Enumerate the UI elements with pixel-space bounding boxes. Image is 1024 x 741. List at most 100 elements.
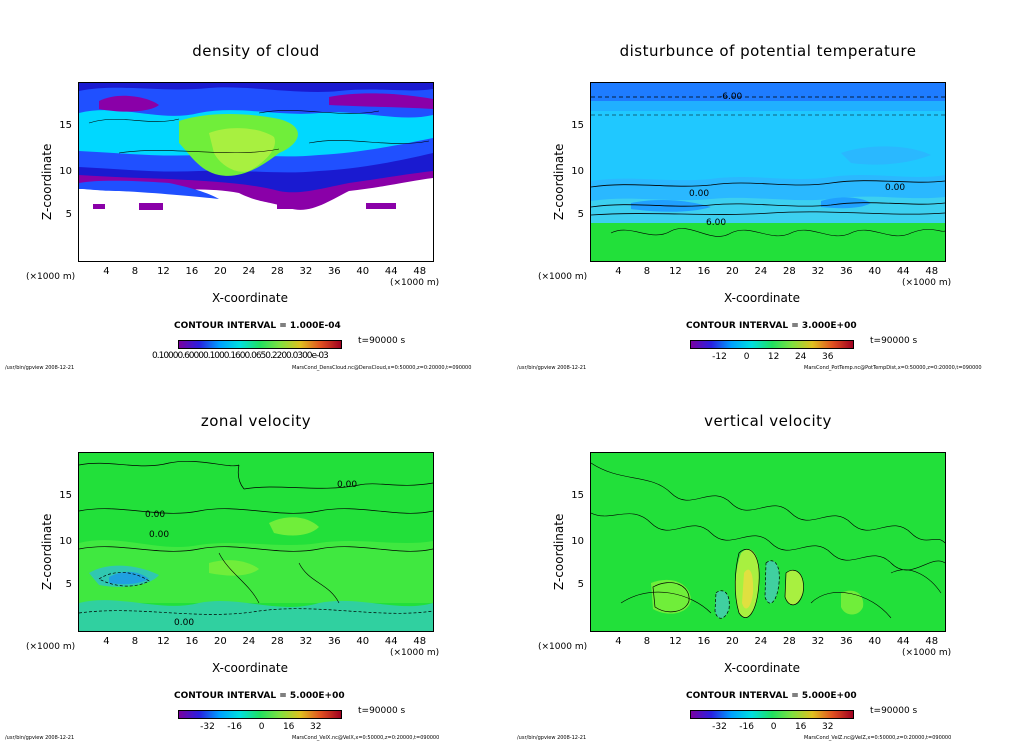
- contour-interval: CONTOUR INTERVAL = 5.000E+00: [174, 691, 345, 701]
- x-tick: 12: [669, 266, 682, 277]
- x-tick: 8: [643, 266, 651, 277]
- colorbar-tick: 36: [822, 352, 834, 362]
- x-tick: 4: [615, 266, 622, 277]
- y-axis-label: Z-coordinate: [552, 143, 566, 220]
- y-axis-label: Z-coordinate: [552, 513, 566, 590]
- x-tick: 44: [896, 636, 910, 647]
- panel-title: disturbunce of potential temperature: [619, 42, 917, 60]
- x-tick: 36: [327, 266, 341, 277]
- y-unit: (×1000 m): [538, 272, 588, 282]
- x-tick: 48: [925, 636, 939, 647]
- plot-area: [590, 452, 946, 632]
- y-tick: 5: [65, 579, 72, 590]
- contour-label: 6.00: [706, 218, 726, 228]
- panel-zonal-velocity: zonal velocity 0.00 0.00 0.00 0.00 5 10 …: [0, 370, 512, 741]
- footer-left: /usr/bin/gpview 2008-12-21: [517, 365, 587, 371]
- panel-title: density of cloud: [192, 42, 320, 60]
- colorbar: [690, 710, 854, 719]
- x-tick: 24: [754, 266, 768, 277]
- time-label: t=90000 s: [870, 706, 918, 716]
- panel-title: vertical velocity: [704, 412, 832, 430]
- footer-right: MarsCond_DensCloud.nc@DensCloud,x=0:5000…: [292, 365, 472, 371]
- plot-area: 0.00 0.00 0.00 0.00: [78, 452, 434, 632]
- colorbar-tick: -16: [739, 722, 754, 732]
- y-unit: (×1000 m): [26, 272, 76, 282]
- footer-right: MarsCond_VelZ.nc@VelZ,x=0:50000,z=0:2000…: [804, 735, 952, 741]
- colorbar-tick: 12: [767, 352, 780, 362]
- panel-density-of-cloud: density of cloud 5 10 15 (×1000 m) (×100…: [0, 0, 512, 371]
- x-tick: 36: [327, 636, 341, 647]
- y-tick: 5: [577, 579, 584, 590]
- x-unit: (×1000 m): [390, 278, 440, 288]
- footer-right: MarsCond_PotTemp.nc@PotTempDist,x=0:5000…: [804, 365, 982, 371]
- colorbar-tick: 0: [770, 722, 777, 732]
- contour-interval: CONTOUR INTERVAL = 1.000E-04: [174, 321, 341, 331]
- contour-label: 0.00: [145, 510, 165, 520]
- contour-interval: CONTOUR INTERVAL = 3.000E+00: [686, 321, 857, 331]
- x-tick: 20: [214, 266, 227, 277]
- x-tick: 36: [839, 636, 853, 647]
- colorbar-tick: -16: [227, 722, 242, 732]
- x-tick: 44: [384, 266, 398, 277]
- footer-right: MarsCond_VelX.nc@VelX,x=0:50000,z=0:2000…: [292, 735, 440, 741]
- y-tick: 5: [65, 209, 72, 220]
- y-unit: (×1000 m): [538, 642, 588, 652]
- panel-title: zonal velocity: [200, 412, 312, 430]
- x-tick: 16: [185, 266, 199, 277]
- colorbar: [690, 340, 854, 349]
- y-unit: (×1000 m): [26, 642, 76, 652]
- y-tick: 15: [59, 490, 72, 501]
- contour-label: 0.00: [885, 183, 905, 193]
- x-tick: 20: [726, 266, 739, 277]
- y-tick: 10: [59, 166, 72, 177]
- x-tick: 4: [103, 266, 110, 277]
- time-label: t=90000 s: [358, 706, 406, 716]
- x-axis-label: X-coordinate: [724, 291, 800, 305]
- x-tick: 48: [925, 266, 939, 277]
- x-tick: 44: [384, 636, 398, 647]
- x-tick: 28: [270, 266, 284, 277]
- colorbar-tick: 0: [258, 722, 265, 732]
- x-tick: 12: [157, 266, 170, 277]
- x-tick: 24: [754, 636, 768, 647]
- footer-left: /usr/bin/gpview 2008-12-21: [5, 365, 75, 371]
- colorbar-tick: -32: [712, 722, 727, 732]
- contour-interval: CONTOUR INTERVAL = 5.000E+00: [686, 691, 857, 701]
- contour-label: 0.00: [149, 530, 169, 540]
- y-tick: 5: [577, 209, 584, 220]
- x-tick: 28: [270, 636, 284, 647]
- x-tick: 24: [242, 636, 256, 647]
- y-tick: 15: [59, 120, 72, 131]
- x-tick: 40: [356, 266, 370, 277]
- plot-area: -6.00 0.00 0.00 6.00: [590, 82, 946, 262]
- panel-potential-temperature: disturbunce of potential temperature -6.…: [512, 0, 1024, 371]
- x-tick: 48: [413, 636, 427, 647]
- panel-vertical-velocity: vertical velocity 5 10 15 (×1000 m) (×10…: [512, 370, 1024, 741]
- potential-temperature-field: -6.00 0.00 0.00 6.00: [591, 83, 945, 261]
- x-tick: 48: [413, 266, 427, 277]
- x-tick: 8: [643, 636, 651, 647]
- x-tick: 40: [868, 636, 882, 647]
- x-tick: 8: [131, 266, 139, 277]
- x-tick: 36: [839, 266, 853, 277]
- x-tick: 16: [697, 266, 711, 277]
- vertical-velocity-field: [591, 453, 945, 631]
- x-tick: 20: [214, 636, 227, 647]
- x-tick: 16: [697, 636, 711, 647]
- y-tick: 10: [59, 536, 72, 547]
- x-tick: 32: [299, 266, 313, 277]
- x-tick: 44: [896, 266, 910, 277]
- x-tick: 32: [811, 636, 825, 647]
- x-tick: 8: [131, 636, 139, 647]
- x-tick: 4: [103, 636, 110, 647]
- y-tick: 10: [571, 166, 584, 177]
- x-tick: 28: [782, 636, 796, 647]
- plot-area: [78, 82, 434, 262]
- colorbar: [178, 710, 342, 719]
- x-unit: (×1000 m): [902, 278, 952, 288]
- colorbar-tick: -32: [200, 722, 215, 732]
- y-tick: 15: [571, 490, 584, 501]
- x-unit: (×1000 m): [902, 648, 952, 658]
- contour-label: 0.00: [337, 480, 357, 490]
- x-axis-label: X-coordinate: [724, 661, 800, 675]
